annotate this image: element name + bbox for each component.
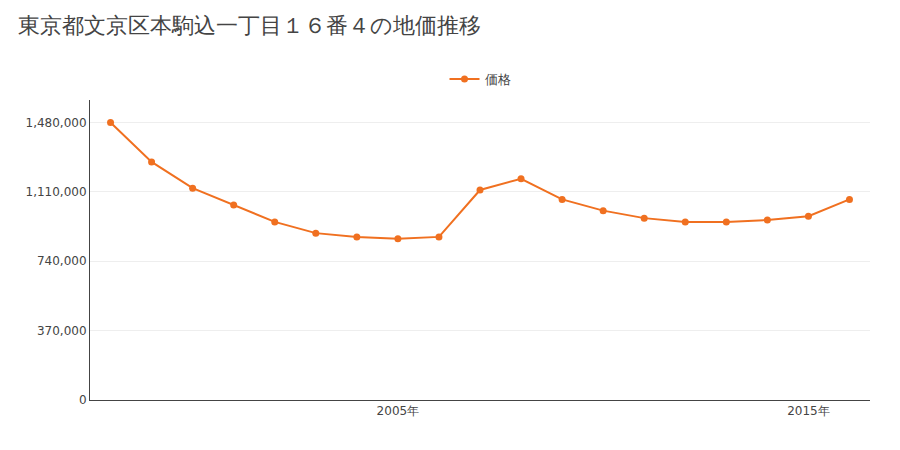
svg-text:2015年: 2015年 <box>787 404 830 418</box>
svg-text:1,110,000: 1,110,000 <box>26 185 87 199</box>
svg-text:価格: 価格 <box>485 72 511 87</box>
svg-text:東京都文京区本駒込一丁目１６番４の地価推移: 東京都文京区本駒込一丁目１６番４の地価推移 <box>18 13 481 38</box>
svg-text:740,000: 740,000 <box>37 254 87 268</box>
svg-text:370,000: 370,000 <box>37 324 87 338</box>
svg-text:2005年: 2005年 <box>377 404 420 418</box>
svg-text:1,480,000: 1,480,000 <box>26 116 87 130</box>
svg-text:0: 0 <box>79 393 87 407</box>
